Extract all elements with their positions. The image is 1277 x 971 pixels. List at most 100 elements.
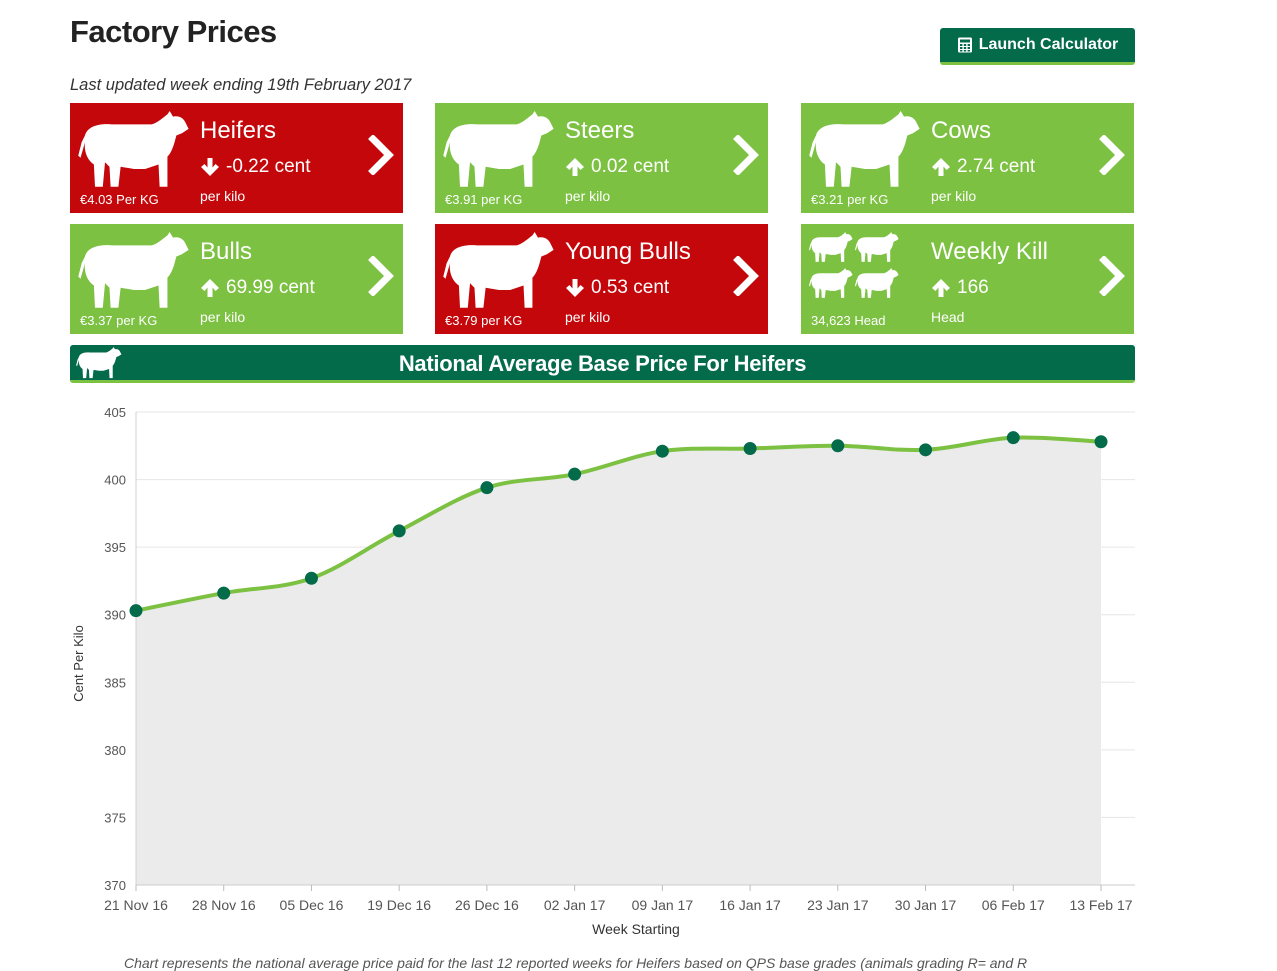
tile-title: Bulls bbox=[200, 238, 253, 265]
y-tick-label: 385 bbox=[104, 675, 126, 690]
tile-bulls[interactable]: €3.37 per KG Bulls 69.99 cent per kilo bbox=[70, 224, 403, 334]
tile-unit: per kilo bbox=[200, 309, 246, 325]
y-tick-label: 405 bbox=[104, 405, 126, 420]
launch-calculator-button[interactable]: Launch Calculator bbox=[940, 28, 1135, 65]
tile-price: €3.21 per KG bbox=[811, 192, 889, 207]
x-tick-label: 23 Jan 17 bbox=[807, 897, 869, 913]
tile-price: €3.37 per KG bbox=[80, 313, 158, 328]
tile-change-value: 2.74 cent bbox=[957, 156, 1036, 177]
x-tick-label: 26 Dec 16 bbox=[455, 897, 519, 913]
calculator-icon bbox=[957, 37, 972, 53]
tile-young-bulls[interactable]: €3.79 per KG Young Bulls 0.53 cent per kilo bbox=[435, 224, 768, 334]
y-tick-label: 395 bbox=[104, 540, 126, 555]
chevron-right-icon[interactable] bbox=[732, 135, 760, 175]
x-tick-label: 28 Nov 16 bbox=[192, 897, 256, 913]
data-point bbox=[568, 467, 582, 481]
tile-unit: per kilo bbox=[200, 188, 246, 204]
tile-title: Heifers bbox=[200, 117, 277, 144]
last-updated-text: Last updated week ending 19th February 2… bbox=[70, 76, 412, 94]
x-tick-label: 09 Jan 17 bbox=[632, 897, 694, 913]
tile-heifers[interactable]: €4.03 Per KG Heifers -0.22 cent per kilo bbox=[70, 103, 403, 213]
x-tick-label: 16 Jan 17 bbox=[719, 897, 781, 913]
tile-price: 34,623 Head bbox=[811, 313, 886, 328]
cattle-icon bbox=[809, 111, 920, 187]
chart-caption: Chart represents the national average pr… bbox=[124, 955, 1028, 971]
tile-unit: per kilo bbox=[565, 188, 611, 204]
data-point bbox=[129, 604, 143, 618]
tile-unit: Head bbox=[931, 309, 965, 325]
data-point bbox=[304, 571, 318, 585]
cattle-icon bbox=[443, 232, 554, 308]
tile-change-value: 0.02 cent bbox=[591, 156, 670, 177]
arrow-down-icon bbox=[201, 158, 219, 176]
chart-area bbox=[136, 437, 1101, 885]
tile-change: 2.74 cent bbox=[931, 156, 1035, 178]
tile-price: €4.03 Per KG bbox=[80, 192, 159, 207]
cow-icon bbox=[76, 347, 122, 379]
data-point bbox=[655, 444, 669, 458]
cattle-icon bbox=[443, 111, 554, 187]
tile-change: -0.22 cent bbox=[200, 156, 311, 178]
tile-change-value: 166 bbox=[957, 277, 989, 298]
page-title: Factory Prices bbox=[70, 14, 277, 49]
chart-line bbox=[135, 435, 1102, 613]
tile-title: Cows bbox=[931, 117, 992, 144]
tile-unit: per kilo bbox=[565, 309, 611, 325]
tile-title: Weekly Kill bbox=[931, 238, 1048, 265]
tile-change-value: 0.53 cent bbox=[591, 277, 670, 298]
data-point bbox=[1006, 431, 1020, 445]
x-axis-title: Week Starting bbox=[592, 921, 680, 937]
y-tick-label: 390 bbox=[104, 608, 126, 623]
arrow-down-icon bbox=[566, 279, 584, 297]
tile-cows[interactable]: €3.21 per KG Cows 2.74 cent per kilo bbox=[801, 103, 1134, 213]
x-tick-label: 21 Nov 16 bbox=[104, 897, 168, 913]
arrow-up-icon bbox=[932, 158, 950, 176]
arrow-up-icon bbox=[566, 158, 584, 176]
tile-title: Steers bbox=[565, 117, 635, 144]
x-tick-label: 13 Feb 17 bbox=[1069, 897, 1132, 913]
tile-change: 166 bbox=[931, 277, 989, 299]
cattle-icon bbox=[78, 232, 189, 308]
tile-change-value: -0.22 cent bbox=[226, 156, 311, 177]
y-tick-label: 380 bbox=[104, 743, 126, 758]
chevron-right-icon[interactable] bbox=[1098, 135, 1126, 175]
tile-change-value: 69.99 cent bbox=[226, 277, 315, 298]
data-point bbox=[392, 524, 406, 538]
chevron-right-icon[interactable] bbox=[367, 135, 395, 175]
data-point bbox=[1094, 435, 1108, 449]
tile-unit: per kilo bbox=[931, 188, 977, 204]
y-tick-label: 400 bbox=[104, 473, 126, 488]
tile-change: 0.53 cent bbox=[565, 277, 669, 299]
chart-banner: National Average Base Price For Heifers bbox=[70, 345, 1135, 383]
data-point bbox=[831, 439, 845, 453]
y-tick-label: 375 bbox=[104, 810, 126, 825]
data-point bbox=[743, 441, 757, 455]
launch-calculator-label: Launch Calculator bbox=[978, 36, 1119, 53]
tile-weekly-kill[interactable]: 34,623 Head Weekly Kill 166 Head bbox=[801, 224, 1134, 334]
cattle-icon bbox=[78, 111, 189, 187]
data-point bbox=[480, 481, 494, 495]
tile-price: €3.79 per KG bbox=[445, 313, 523, 328]
price-line-chart: 370 375 380 385 390 395 400 405 21 Nov 16 28 Nov … bbox=[71, 405, 1135, 937]
y-axis-title: Cent Per Kilo bbox=[71, 625, 86, 702]
cattle-herd-icon bbox=[809, 232, 899, 298]
chevron-right-icon[interactable] bbox=[1098, 256, 1126, 296]
tile-change: 0.02 cent bbox=[565, 156, 669, 178]
tile-price: €3.91 per KG bbox=[445, 192, 523, 207]
arrow-up-icon bbox=[932, 279, 950, 297]
data-point bbox=[217, 586, 231, 600]
arrow-up-icon bbox=[201, 279, 219, 297]
y-tick-label: 370 bbox=[104, 878, 126, 893]
x-tick-label: 02 Jan 17 bbox=[544, 897, 606, 913]
chart-banner-title: National Average Base Price For Heifers bbox=[398, 351, 807, 376]
x-tick-label: 05 Dec 16 bbox=[280, 897, 344, 913]
tile-steers[interactable]: €3.91 per KG Steers 0.02 cent per kilo bbox=[435, 103, 768, 213]
x-tick-label: 30 Jan 17 bbox=[895, 897, 957, 913]
tile-title: Young Bulls bbox=[565, 238, 691, 265]
x-tick-label: 19 Dec 16 bbox=[367, 897, 431, 913]
tile-change: 69.99 cent bbox=[200, 277, 315, 299]
x-tick-label: 06 Feb 17 bbox=[982, 897, 1045, 913]
data-point bbox=[919, 443, 933, 457]
chevron-right-icon[interactable] bbox=[367, 256, 395, 296]
chevron-right-icon[interactable] bbox=[732, 256, 760, 296]
